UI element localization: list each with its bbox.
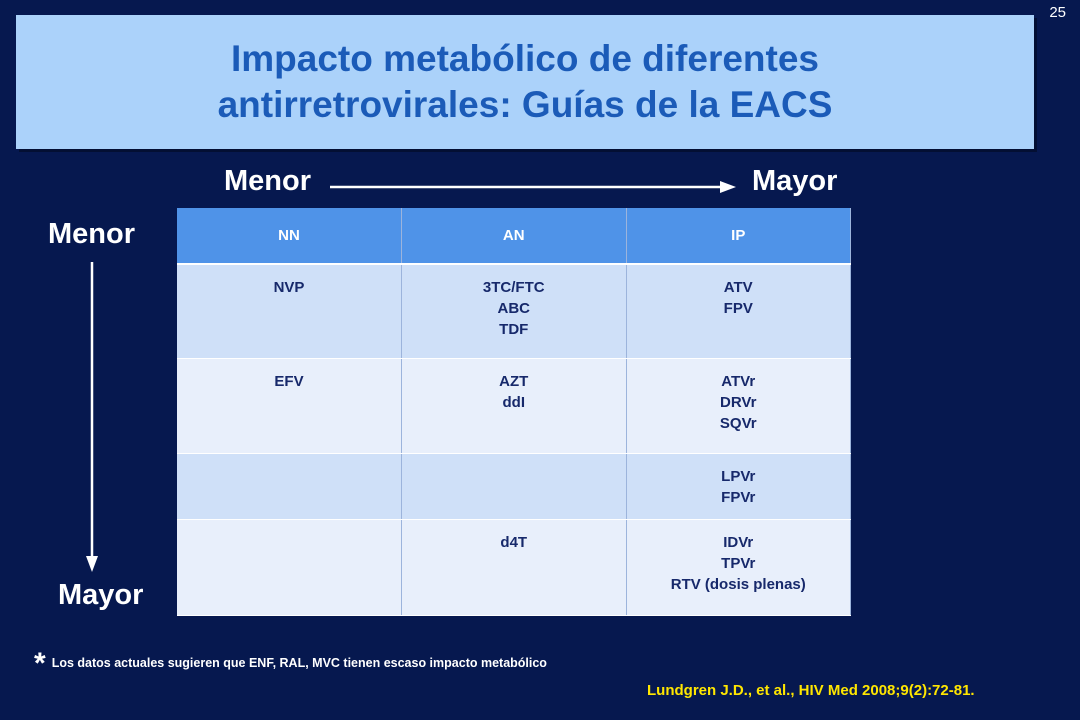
table-cell: EFV: [177, 358, 402, 454]
table-row: EFV AZT ddI ATVr DRVr SQVr: [177, 358, 851, 454]
table-header-row: NN AN IP: [177, 208, 851, 265]
drug-label: d4T: [500, 533, 528, 551]
drug-label: NVP: [273, 279, 305, 296]
table-cell: AZT ddI: [401, 358, 627, 454]
drug-label: TDF: [499, 321, 529, 338]
title-box: Impacto metabólico de diferentes antirre…: [16, 15, 1034, 149]
table-cell: ATV FPV: [626, 264, 851, 359]
drug-label: TPVr: [721, 554, 756, 572]
table-row: d4T IDVr TPVr RTV (dosis plenas): [177, 519, 851, 616]
table-cell: ATVr DRVr SQVr: [626, 358, 851, 454]
column-header-an: AN: [401, 208, 627, 265]
drug-label: FPVr: [721, 488, 756, 506]
drug-label: IDVr: [723, 533, 754, 551]
table-cell: [177, 519, 402, 616]
drug-label: LPVr: [721, 467, 756, 485]
drug-label: AZT: [499, 372, 529, 390]
drug-label: FPV: [723, 300, 753, 317]
y-axis-end-label: Mayor: [58, 579, 144, 611]
table-cell: IDVr TPVr RTV (dosis plenas): [626, 519, 851, 616]
x-axis-start-label: Menor: [224, 165, 311, 197]
table-cell: [401, 453, 627, 520]
drug-label: ATV: [723, 279, 753, 296]
slide-number: 25: [1049, 4, 1066, 21]
column-header-nn: NN: [177, 208, 402, 265]
drug-label: ATVr: [721, 372, 756, 390]
table-cell: NVP: [177, 264, 402, 359]
metabolic-impact-table: NN AN IP NVP 3TC/FTC ABC TDF ATV FPV EFV: [177, 208, 851, 616]
drug-label: ABC: [497, 300, 531, 317]
citation: Lundgren J.D., et al., HIV Med 2008;9(2)…: [647, 682, 975, 699]
table-row: LPVr FPVr: [177, 453, 851, 520]
footnote-marker: *: [34, 647, 46, 680]
footnote-text: Los datos actuales sugieren que ENF, RAL…: [51, 656, 547, 670]
column-header-ip: IP: [626, 208, 851, 265]
drug-label: ddI: [502, 393, 526, 411]
slide-title-line-2: antirretrovirales: Guías de la EACS: [217, 84, 833, 125]
drug-label: SQVr: [719, 414, 757, 432]
slide-title-line-1: Impacto metabólico de diferentes: [230, 38, 820, 79]
drug-label: 3TC/FTC: [482, 279, 545, 296]
table-cell: LPVr FPVr: [626, 453, 851, 520]
drug-label: EFV: [274, 372, 304, 390]
drug-label: RTV (dosis plenas): [670, 575, 806, 593]
horizontal-arrow-icon: [330, 181, 736, 193]
x-axis-end-label: Mayor: [752, 165, 838, 197]
drug-label: DRVr: [720, 393, 757, 411]
vertical-arrow-icon: [86, 262, 98, 572]
table-cell: 3TC/FTC ABC TDF: [401, 264, 627, 359]
table-cell: d4T: [401, 519, 627, 616]
table-row: NVP 3TC/FTC ABC TDF ATV FPV: [177, 264, 851, 359]
footnote: * Los datos actuales sugieren que ENF, RA…: [34, 647, 547, 681]
table-cell: [177, 453, 402, 520]
y-axis-start-label: Menor: [48, 218, 135, 250]
